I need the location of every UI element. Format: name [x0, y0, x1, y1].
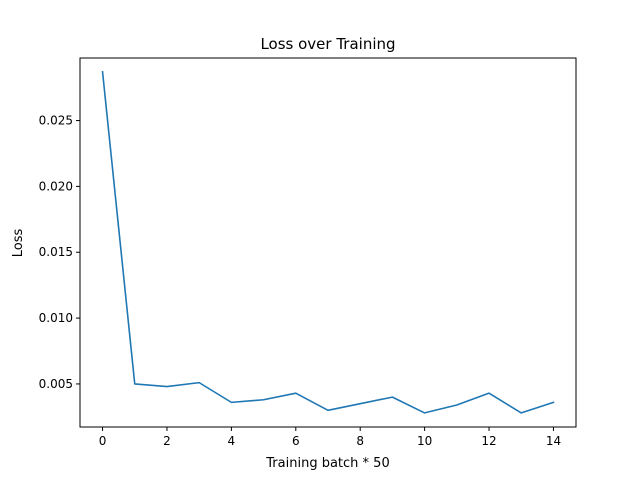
x-tick-label: 10 — [417, 434, 432, 448]
x-tick-label: 12 — [481, 434, 496, 448]
y-tick-label: 0.010 — [39, 311, 73, 325]
y-tick-label: 0.015 — [39, 245, 73, 259]
y-tick-label: 0.025 — [39, 114, 73, 128]
y-tick-label: 0.020 — [39, 179, 73, 193]
chart-title: Loss over Training — [260, 35, 395, 53]
loss-series-line — [101, 70, 555, 414]
x-tick-label: 0 — [99, 434, 107, 448]
x-tick-label: 2 — [163, 434, 171, 448]
x-tick-label: 4 — [228, 434, 236, 448]
x-tick-label: 14 — [546, 434, 561, 448]
plot-area — [101, 70, 555, 414]
y-axis: 0.005 0.010 0.015 0.020 0.025 — [39, 114, 80, 391]
y-axis-label: Loss — [11, 229, 26, 258]
x-tick-label: 8 — [356, 434, 364, 448]
x-axis-label: Training batch * 50 — [265, 456, 389, 471]
x-axis: 0 2 4 6 8 10 12 14 — [99, 427, 561, 448]
axes-frame — [79, 57, 577, 428]
x-tick-label: 6 — [292, 434, 300, 448]
y-tick-label: 0.005 — [39, 377, 73, 391]
